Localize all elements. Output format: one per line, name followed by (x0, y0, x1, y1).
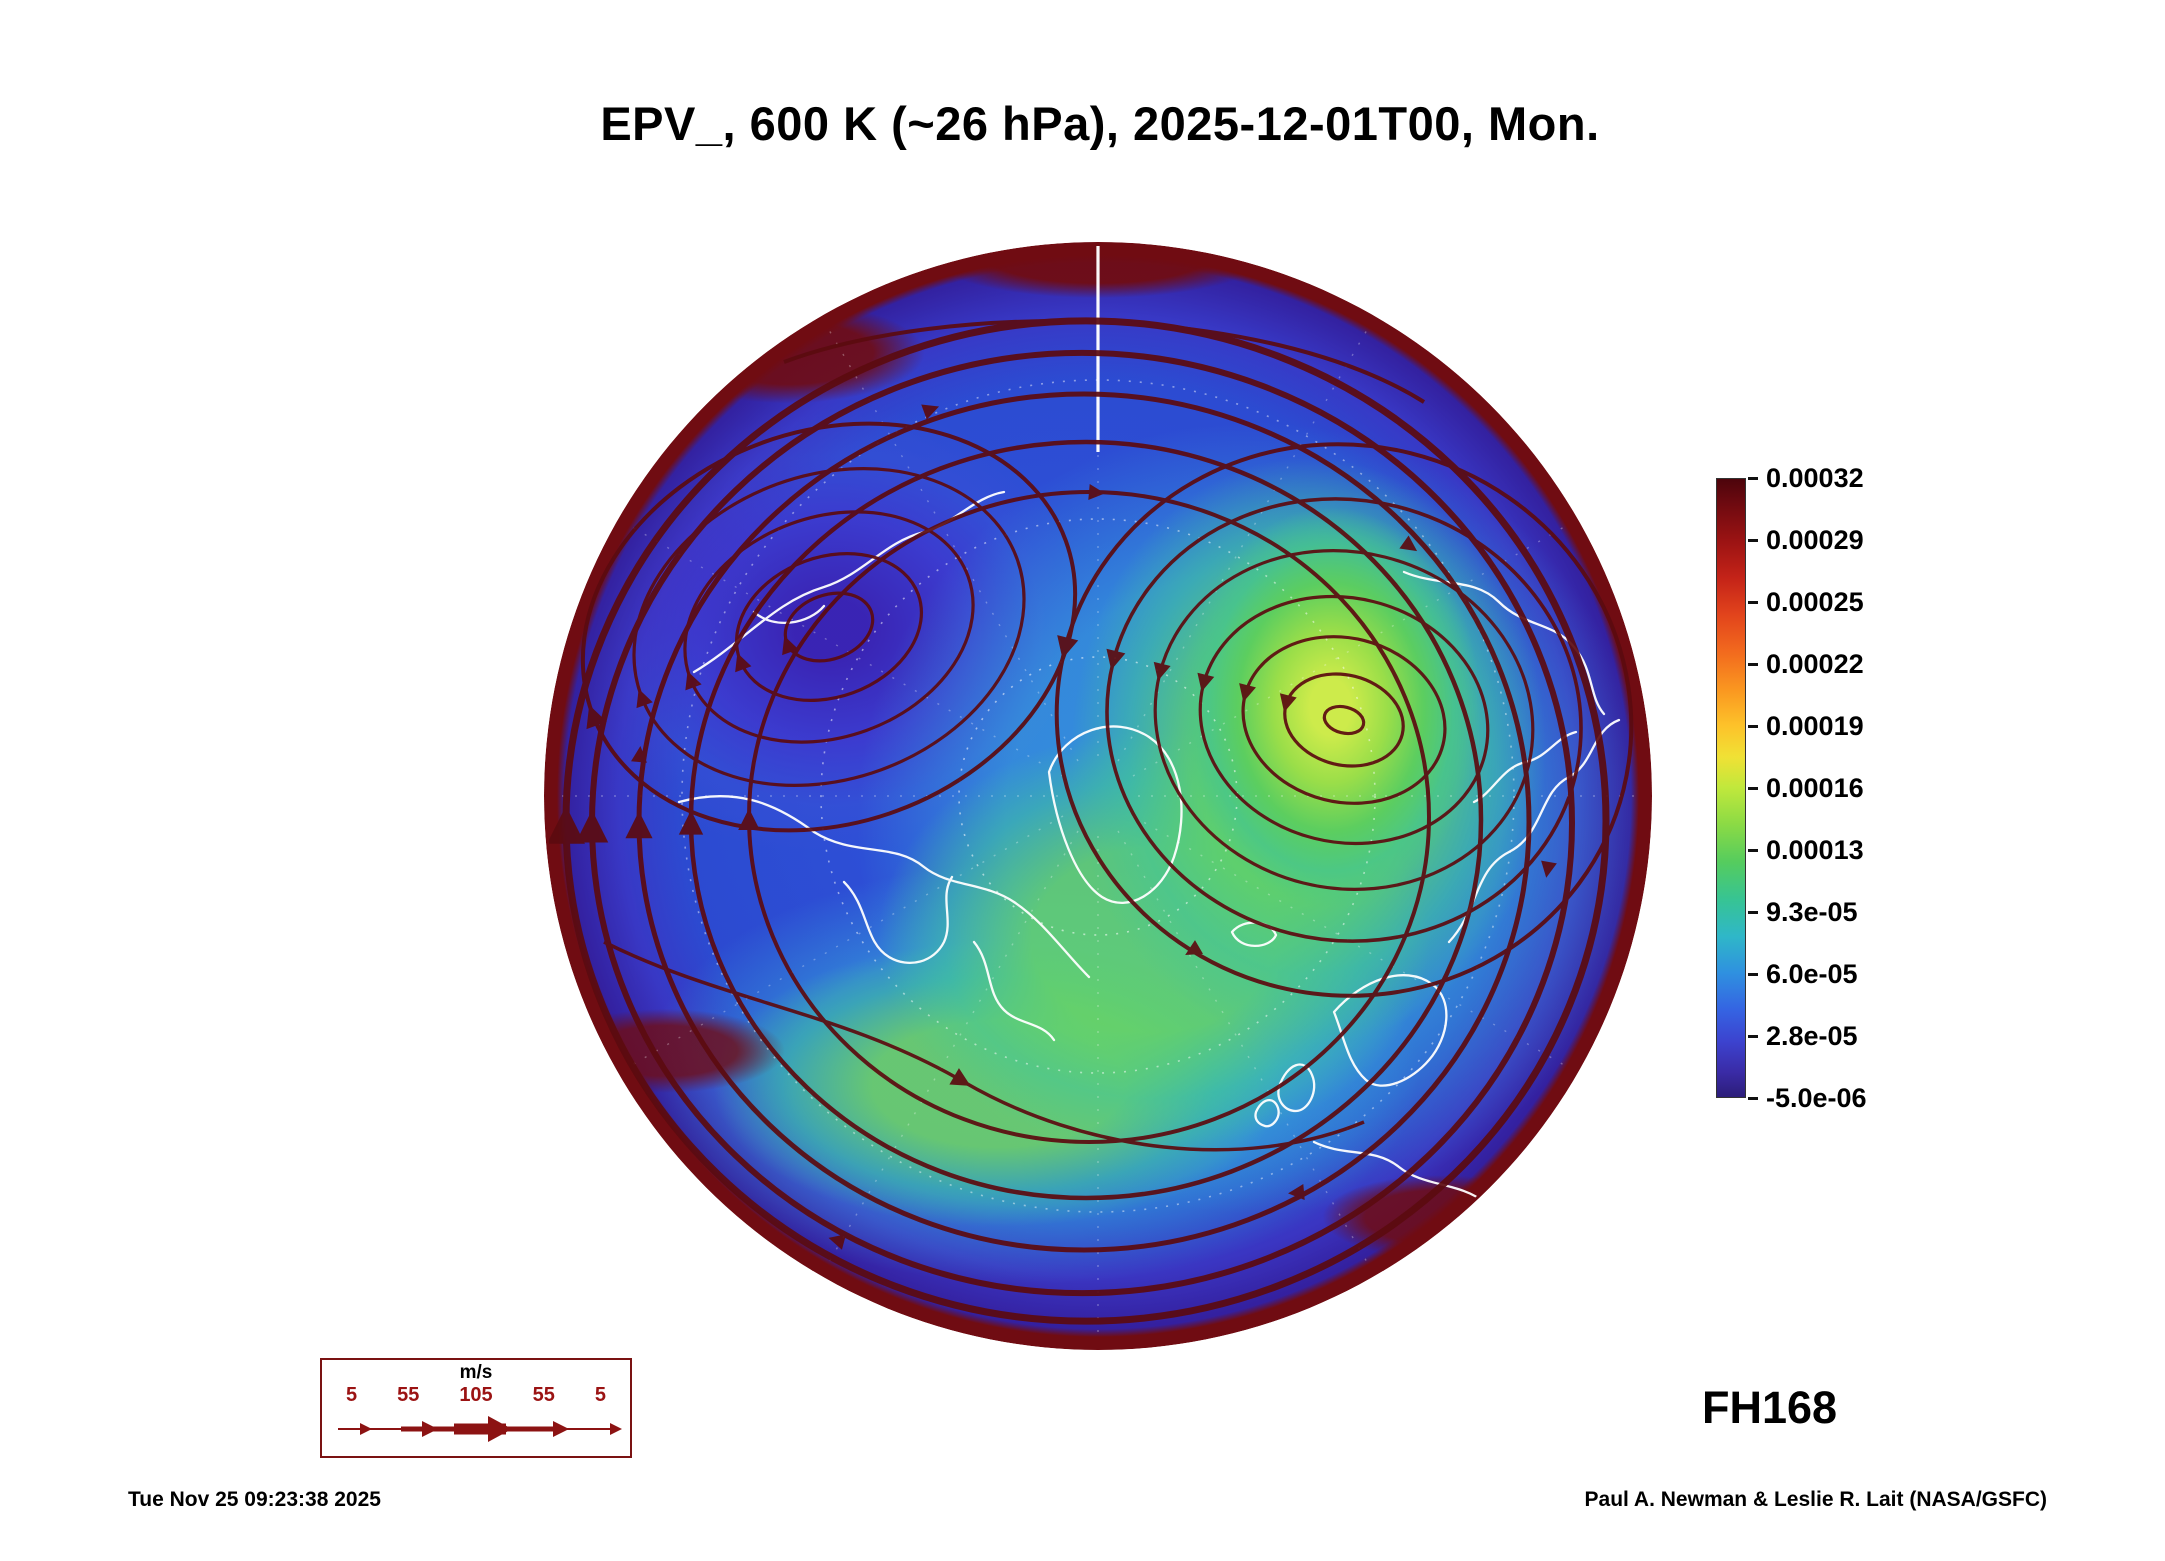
streamlines (547, 317, 1634, 1325)
colorbar-tick-label: 0.00013 (1766, 834, 1864, 865)
colorbar-tick-label: 0.00025 (1766, 586, 1864, 617)
colorbar-tick (1748, 972, 1758, 976)
map-overlay-svg (547, 246, 1644, 1342)
streamlines-right-vortex (1054, 442, 1634, 998)
large-arrow-icon (488, 1416, 512, 1442)
credit-text: Paul A. Newman & Leslie R. Lait (NASA/GS… (1584, 1488, 2047, 1511)
colorbar-tick-label: 0.00016 (1766, 772, 1864, 803)
colorbar-tick (1748, 848, 1758, 852)
colorbar-tick-label: 9.3e-05 (1766, 896, 1858, 927)
small-arrow-icon (610, 1423, 622, 1435)
colorbar-tick-label: 0.00019 (1766, 710, 1864, 741)
colorbar-tick-row: 0.00016 (1748, 773, 1867, 803)
colorbar-tick-label: -5.0e-06 (1766, 1082, 1867, 1113)
wind-speed-value: 55 (397, 1384, 420, 1406)
colorbar-tick-row: 0.00029 (1748, 525, 1867, 555)
colorbar-tick-label: 0.00032 (1766, 462, 1864, 493)
colorbar-tick (1748, 1034, 1758, 1038)
colorbar-tick (1748, 786, 1758, 790)
colorbar-tick (1748, 724, 1758, 728)
polar-map (544, 242, 1652, 1350)
colorbar-tick (1748, 476, 1758, 480)
streamlines-outer (547, 317, 1610, 1325)
colorbar-tick-row: 6.0e-05 (1748, 959, 1867, 989)
medium-arrow-icon (553, 1421, 569, 1437)
medium-arrow-icon (422, 1421, 438, 1437)
wind-arrow-scale (338, 1416, 622, 1442)
colorbar-tick-row: 0.00013 (1748, 835, 1867, 865)
forecast-hour-label: FH168 (1702, 1382, 1838, 1433)
figure-title: EPV_, 600 K (~26 hPa), 2025-12-01T00, Mo… (600, 97, 1600, 150)
wind-scale-legend: m/s 5 55 105 55 5 (320, 1358, 632, 1458)
streamlines-left-vortex (580, 421, 1078, 833)
colorbar-tick-label: 0.00022 (1766, 648, 1864, 679)
colorbar-tick-label: 2.8e-05 (1766, 1020, 1858, 1051)
wind-speed-values: 5 55 105 55 5 (322, 1383, 630, 1407)
colorbar-tick-row: -5.0e-06 (1748, 1083, 1867, 1113)
colorbar-tick (1748, 662, 1758, 666)
colorbar-tick (1748, 538, 1758, 542)
flow-arrows (631, 404, 1557, 1250)
wind-speed-value: 105 (459, 1384, 493, 1406)
coastlines (677, 490, 1621, 1204)
colorbar-tick-row: 9.3e-05 (1748, 897, 1867, 927)
colorbar-tick-row: 0.00025 (1748, 587, 1867, 617)
wind-speed-value: 55 (532, 1384, 555, 1406)
wind-speed-value: 5 (346, 1384, 358, 1406)
colorbar-tick-label: 6.0e-05 (1766, 958, 1858, 989)
colorbar-tick-row: 0.00019 (1748, 711, 1867, 741)
colorbar-tick-row: 2.8e-05 (1748, 1021, 1867, 1051)
colorbar-tick-label: 0.00029 (1766, 524, 1864, 555)
wind-unit-label: m/s (459, 1362, 493, 1383)
colorbar-gradient (1716, 478, 1746, 1098)
colorbar-tick-row: 0.00022 (1748, 649, 1867, 679)
creation-timestamp: Tue Nov 25 09:23:38 2025 (128, 1488, 381, 1511)
colorbar-tick-row: 0.00032 (1748, 463, 1867, 493)
colorbar-tick (1748, 910, 1758, 914)
colorbar-labels: 0.00032 0.00029 0.00025 0.00022 0.00019 … (1748, 463, 1867, 1113)
small-arrow-icon (360, 1423, 372, 1435)
colorbar-tick (1748, 600, 1758, 604)
wind-speed-value: 5 (594, 1384, 606, 1406)
colorbar-tick (1748, 1096, 1758, 1100)
